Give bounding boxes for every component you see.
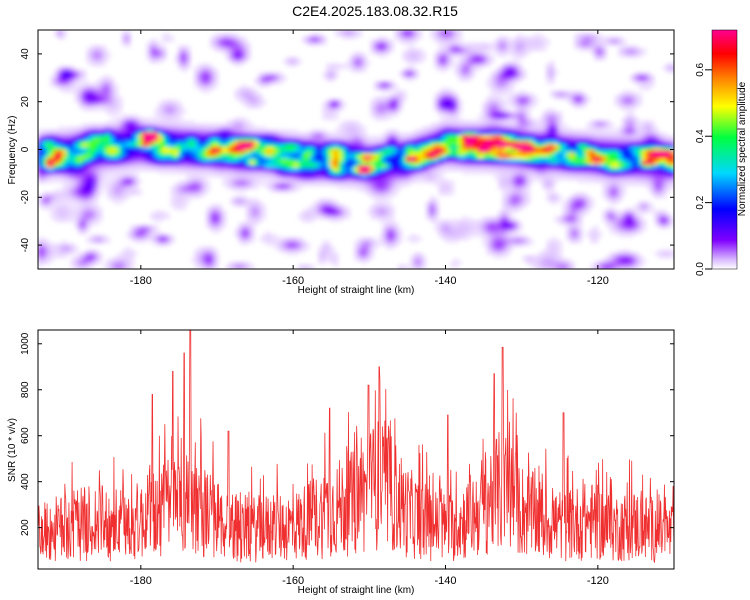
colorbar: 0.0 0.2 0.4 0.6 Normalized spectral amplitu… [695, 29, 748, 276]
figure-title: C2E4.2025.183.08.32.R15 [292, 3, 458, 19]
snr-y-ticks: 200 400 600 800 1000 [20, 332, 674, 536]
spectrogram-x-label: Height of straight line (km) [298, 285, 415, 296]
colorbar-tick-label: 0.4 [695, 129, 706, 143]
snr-x-tick-label: -160 [282, 575, 304, 587]
spectrogram-y-tick-label: 40 [20, 48, 31, 60]
snr-series-line [38, 330, 674, 563]
spectrogram-x-tick-label: -120 [587, 275, 609, 287]
spectrogram-x-ticks: -180 -160 -140 -120 [130, 30, 609, 287]
snr-x-ticks: -180 -160 -140 -120 [130, 330, 609, 587]
snr-y-tick-label: 600 [20, 427, 31, 444]
colorbar-tick-label: 0.6 [695, 62, 706, 76]
snr-y-label: SNR (10 * v/v) [7, 418, 18, 482]
snr-frame [37, 329, 675, 570]
spectrogram-heatmap [38, 30, 674, 269]
spectrogram-y-tick-label: -40 [20, 237, 31, 252]
snr-y-tick-label: 1000 [20, 332, 31, 355]
snr-panel: -180 -160 -140 -120 200 400 600 800 1000 Height… [7, 329, 675, 596]
spectrogram-y-tick-label: -20 [20, 190, 31, 205]
snr-x-label: Height of straight line (km) [298, 585, 415, 596]
spectrogram-panel: -180 -160 -140 -120 -40 -20 0 20 40 Height of s… [7, 29, 675, 296]
colorbar-tick-label: 0.0 [695, 262, 706, 276]
spectrogram-y-label: Frequency (Hz) [7, 116, 18, 185]
spectrogram-y-tick-label: 0 [20, 146, 31, 152]
spectrogram-x-tick-label: -180 [130, 275, 152, 287]
snr-x-tick-label: -120 [587, 575, 609, 587]
snr-y-tick-label: 800 [20, 381, 31, 398]
colorbar-ticks: 0.0 0.2 0.4 0.6 [695, 62, 712, 276]
snr-x-tick-label: -180 [130, 575, 152, 587]
spectrogram-x-tick-label: -160 [282, 275, 304, 287]
snr-x-tick-label: -140 [434, 575, 456, 587]
snr-y-tick-label: 200 [20, 519, 31, 536]
spectrogram-y-tick-label: 20 [20, 96, 31, 108]
colorbar-label: Normalized spectral amplitude [737, 81, 748, 216]
colorbar-tick-label: 0.2 [695, 195, 706, 209]
colorbar-gradient [711, 29, 738, 270]
snr-y-tick-label: 400 [20, 473, 31, 490]
spectrogram-x-tick-label: -140 [434, 275, 456, 287]
spectrogram-y-ticks: -40 -20 0 20 40 [20, 48, 674, 252]
